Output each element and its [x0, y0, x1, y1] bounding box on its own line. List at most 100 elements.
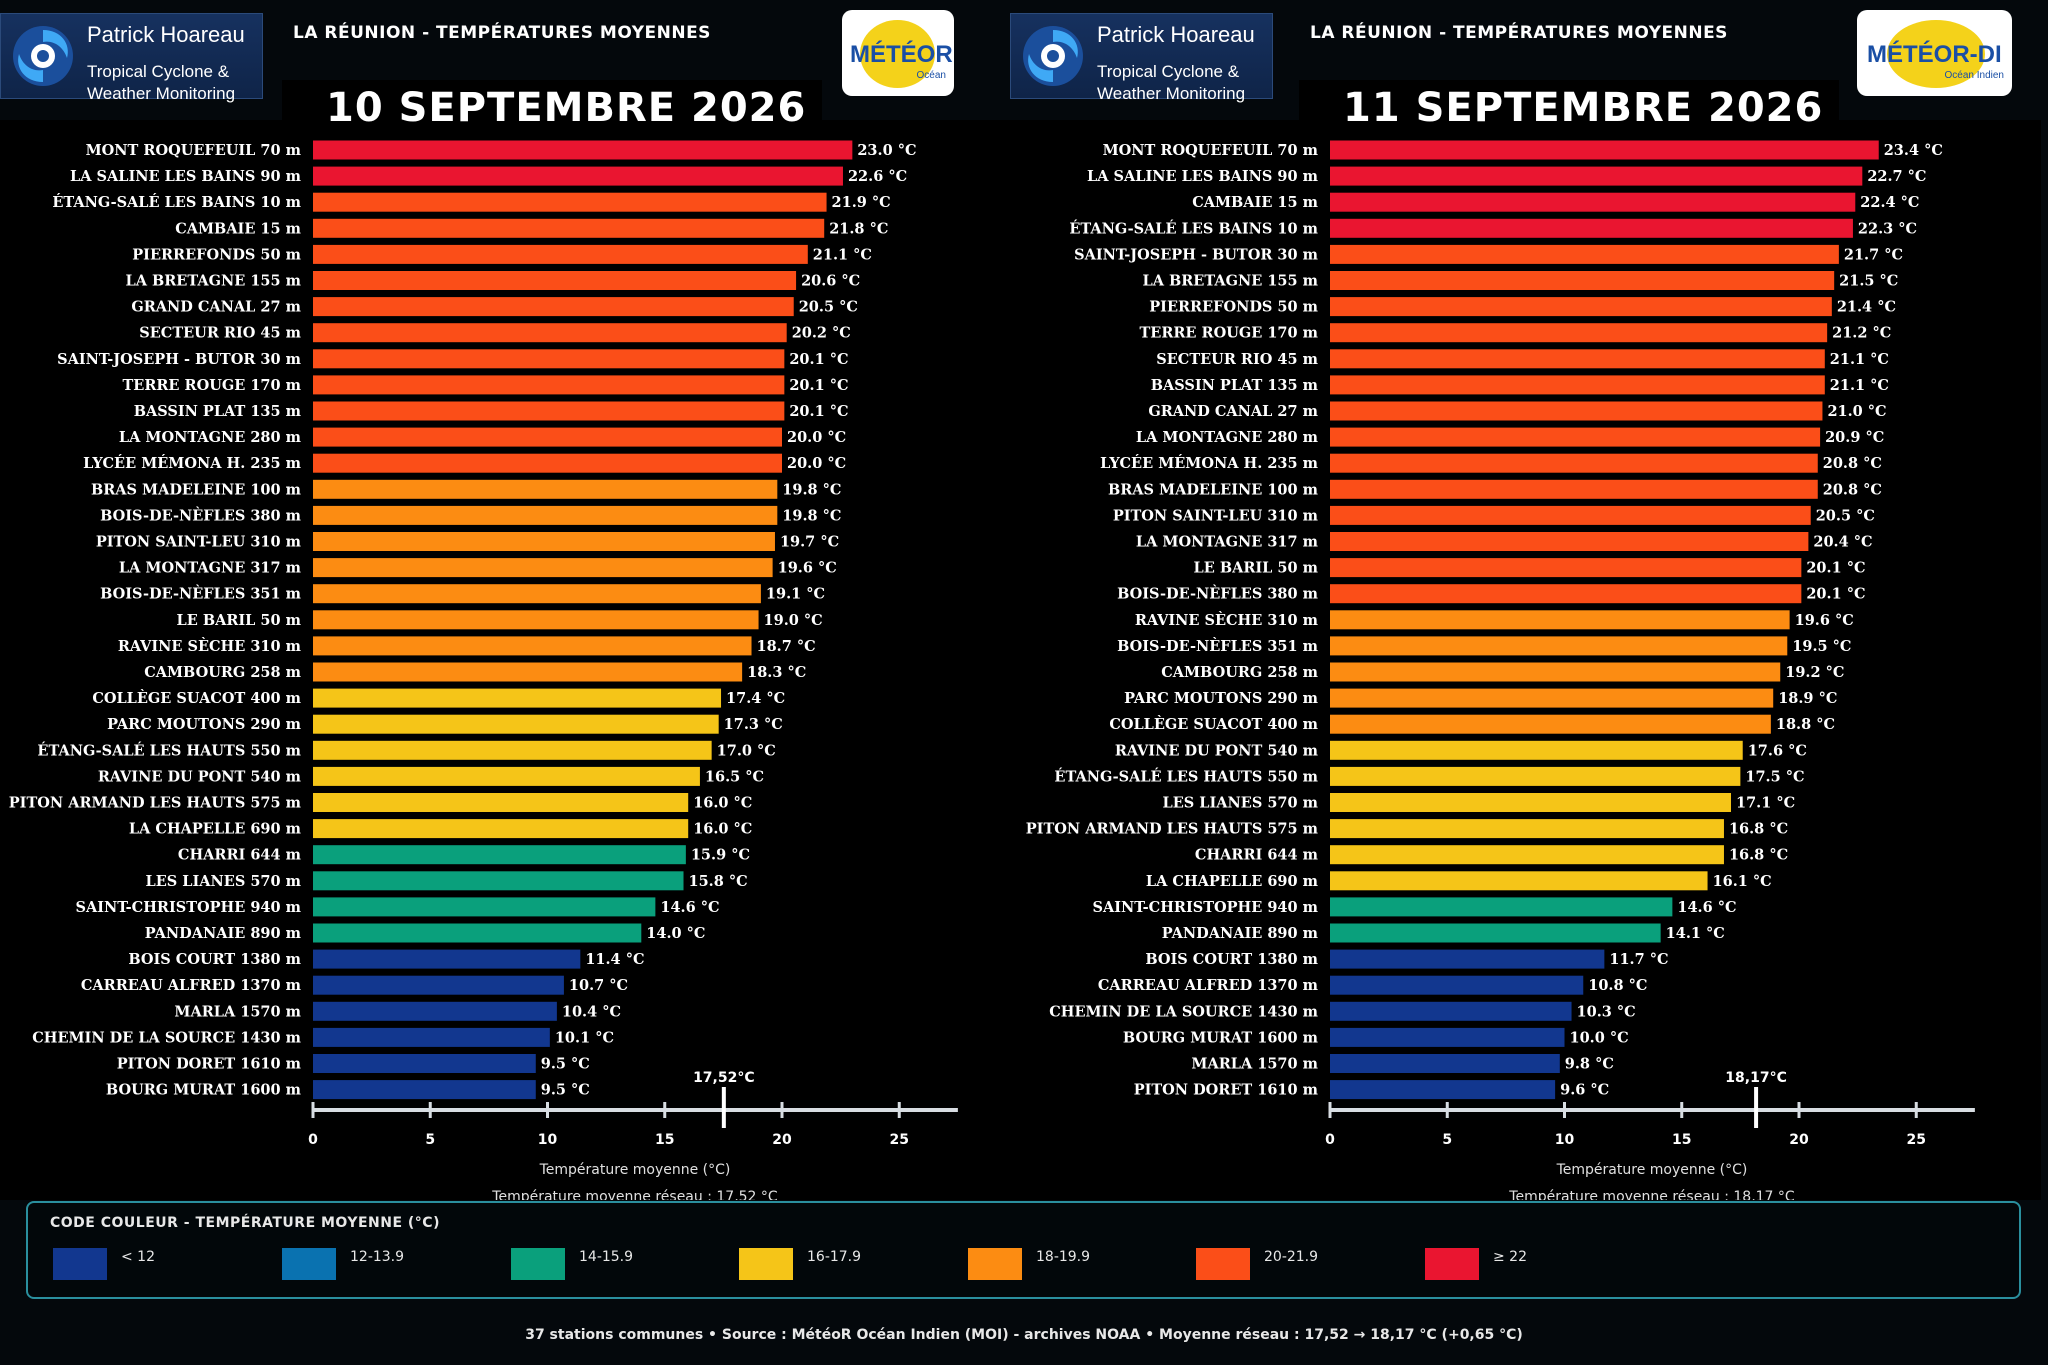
value-label: 17.5 °C [1745, 768, 1804, 785]
value-label: 17.3 °C [724, 716, 783, 733]
value-label: 16.8 °C [1729, 847, 1788, 864]
value-label: 20.1 °C [789, 403, 848, 420]
bar [1330, 975, 1584, 995]
station-label: CAMBOURG 258 m [1161, 664, 1318, 681]
bar [1330, 662, 1781, 682]
station-label: SAINT-CHRISTOPHE 940 m [1093, 899, 1319, 916]
x-tick-label: 10 [1555, 1132, 1575, 1148]
bar [313, 558, 773, 578]
value-label: 23.4 °C [1884, 142, 1943, 159]
value-label: 17.1 °C [1736, 795, 1795, 812]
station-label: GRAND CANAL 27 m [1148, 403, 1318, 420]
bar [1330, 244, 1839, 264]
x-tick-label: 20 [772, 1132, 792, 1148]
value-label: 19.8 °C [782, 481, 841, 498]
value-label: 16.0 °C [693, 795, 752, 812]
x-tick-label: 5 [1442, 1132, 1452, 1148]
brand-line-1: Tropical Cyclone & [1097, 62, 1240, 81]
value-label: 20.8 °C [1823, 481, 1882, 498]
bar [313, 636, 752, 656]
bar [313, 479, 778, 499]
value-label: 22.6 °C [848, 168, 907, 185]
bar [313, 975, 564, 995]
brand-logo: Patrick Hoareau Tropical Cyclone & Weath… [1010, 13, 1273, 103]
station-label: LA MONTAGNE 317 m [119, 560, 302, 577]
meteo-logo-subtext: Océan [916, 70, 946, 81]
network-mean-text: Température moyenne réseau : 17,52 °C [491, 1189, 778, 1200]
bar [1330, 1001, 1572, 1021]
bar [313, 819, 689, 839]
sun-icon [1887, 20, 1985, 88]
bar [1330, 453, 1818, 473]
bar [1330, 871, 1708, 891]
value-label: 9.5 °C [541, 1056, 590, 1073]
value-label: 9.5 °C [541, 1082, 590, 1099]
value-label: 21.7 °C [1844, 246, 1903, 263]
value-label: 19.6 °C [778, 560, 837, 577]
bar [1330, 532, 1809, 551]
value-label: 20.1 °C [1806, 560, 1865, 577]
bar [1330, 218, 1853, 238]
brand-name: Patrick Hoareau [1097, 22, 1255, 47]
station-label: LA CHAPELLE 690 m [129, 821, 302, 838]
header-title: LA RÉUNION - TEMPÉRATURES MOYENNES [1310, 23, 1728, 43]
meteo-logo-subtext: Océan Indien [1944, 70, 2005, 81]
station-label: MARLA 1570 m [1191, 1056, 1318, 1073]
bar [313, 740, 712, 760]
x-tick-label: 10 [538, 1132, 558, 1148]
value-label: 21.8 °C [829, 220, 888, 237]
value-label: 17.6 °C [1748, 742, 1807, 759]
station-label: BOIS COURT 1380 m [1145, 951, 1318, 968]
value-label: 21.4 °C [1837, 299, 1896, 316]
value-label: 16.0 °C [693, 821, 752, 838]
brand-name: Patrick Hoareau [87, 22, 245, 47]
value-label: 10.4 °C [562, 1003, 621, 1020]
station-label: LES LIANES 570 m [146, 873, 302, 890]
station-label: TERRE ROUGE 170 m [122, 377, 301, 394]
bar [313, 1027, 550, 1047]
meteo-logo: MÉTÉOR Océan [842, 10, 954, 96]
mean-marker-label: 18,17°C [1725, 1070, 1787, 1086]
bar [313, 766, 700, 786]
value-label: 9.8 °C [1565, 1056, 1614, 1073]
station-label: RAVINE DU PONT 540 m [1115, 742, 1319, 759]
header-title: LA RÉUNION - TEMPÉRATURES MOYENNES [293, 23, 711, 43]
value-label: 10.0 °C [1570, 1029, 1629, 1046]
station-label: BOURG MURAT 1600 m [1123, 1029, 1319, 1046]
bar [1330, 949, 1605, 969]
bar [1330, 140, 1879, 160]
footer-note: 37 stations communes • Source : MétéoR O… [525, 1327, 1523, 1343]
station-label: CARREAU ALFRED 1370 m [81, 977, 302, 994]
station-label: RAVINE DU PONT 540 m [98, 768, 302, 785]
x-tick-label: 25 [1907, 1132, 1926, 1148]
station-label: LA SALINE LES BAINS 90 m [70, 168, 302, 185]
bar [1330, 271, 1835, 290]
station-label: BASSIN PLAT 135 m [134, 403, 302, 420]
station-label: BOIS COURT 1380 m [128, 951, 301, 968]
station-label: PANDANAIE 890 m [1162, 925, 1319, 942]
value-label: 9.6 °C [1560, 1082, 1609, 1099]
station-label: CHARRI 644 m [1195, 847, 1319, 864]
value-label: 21.5 °C [1839, 273, 1898, 290]
station-label: PANDANAIE 890 m [145, 925, 302, 942]
value-label: 11.7 °C [1609, 951, 1668, 968]
date-title: 11 SEPTEMBRE 2026 [1299, 80, 1839, 131]
station-label: ÉTANG-SALÉ LES HAUTS 550 m [37, 741, 301, 759]
x-tick-label: 5 [425, 1132, 435, 1148]
x-tick-label: 25 [890, 1132, 909, 1148]
station-label: BOIS-DE-NÈFLES 351 m [1117, 637, 1319, 655]
bar [313, 923, 642, 943]
value-label: 20.4 °C [1813, 534, 1872, 551]
x-tick-label: 0 [1325, 1132, 1335, 1148]
station-label: CHARRI 644 m [178, 847, 302, 864]
value-label: 20.1 °C [789, 351, 848, 368]
bar [1330, 375, 1825, 395]
value-label: 20.8 °C [1823, 455, 1882, 472]
bar [1330, 714, 1771, 734]
station-label: PITON DORET 1610 m [117, 1056, 302, 1073]
value-label: 11.4 °C [585, 951, 644, 968]
brand-logo: Patrick Hoareau Tropical Cyclone & Weath… [0, 13, 263, 103]
brand-line-2: Weather Monitoring [87, 84, 236, 103]
network-mean-text: Température moyenne réseau : 18,17 °C [1508, 1189, 1795, 1200]
value-label: 14.6 °C [1677, 899, 1736, 916]
